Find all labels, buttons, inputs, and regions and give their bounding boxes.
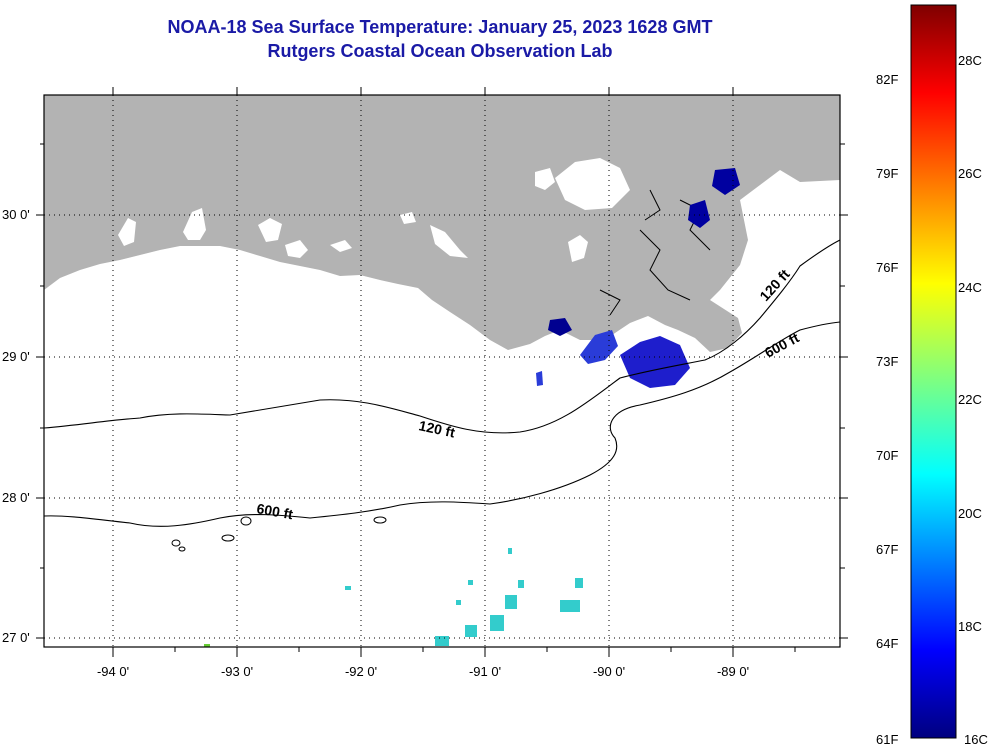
contour-label-120ft: 120 ft [417,417,456,440]
colorbar-f-label: 61F [876,732,899,747]
colorbar [910,4,957,739]
colorbar-f-label: 82F [876,72,899,87]
land-area [44,95,840,352]
lake [118,218,136,246]
contour-120ft [44,239,840,434]
colorbar-c-label: 28C [958,53,982,68]
contour-islets [171,516,387,552]
colorbar-f-label: 76F [876,260,899,275]
colorbar-c-label: 22C [958,392,982,407]
lon-label: -92 0' [344,664,378,679]
contour-label-600ft: 600 ft [255,500,294,522]
lake [183,208,206,240]
sst-cyan-specks [345,548,583,646]
colorbar-c-label: 20C [958,506,982,521]
colorbar-f-label: 73F [876,354,899,369]
lake [535,168,555,190]
colorbar-f-label: 79F [876,166,899,181]
lon-label: -91 0' [468,664,502,679]
graticule [44,95,840,647]
lon-label: -93 0' [220,664,254,679]
map-title: NOAA-18 Sea Surface Temperature: January… [167,17,713,37]
lake [430,225,468,258]
colorbar-f-label: 64F [876,636,899,651]
lake [258,218,282,242]
colorbar-c-label: 18C [958,619,982,634]
sst-green-speck [204,644,210,647]
axis-ticks [36,87,848,657]
lake [568,235,588,262]
lon-label: -90 0' [592,664,626,679]
lat-label: 27 0' [2,630,30,645]
colorbar-f-label: 67F [876,542,899,557]
lake [555,158,630,210]
colorbar-c-label: 26C [958,166,982,181]
colorbar-c-label: 16C [964,732,988,747]
lat-label: 29 0' [2,349,30,364]
colorbar-f-label: 70F [876,448,899,463]
map-subtitle: Rutgers Coastal Ocean Observation Lab [267,41,613,61]
lon-label: -89 0' [716,664,750,679]
map-frame [43,94,841,648]
colorbar-c-label: 24C [958,280,982,295]
lon-label: -94 0' [96,664,130,679]
lat-label: 30 0' [2,207,30,222]
lake [285,240,308,258]
contour-600ft [44,321,840,527]
lat-label: 28 0' [2,490,30,505]
lake [330,240,352,252]
